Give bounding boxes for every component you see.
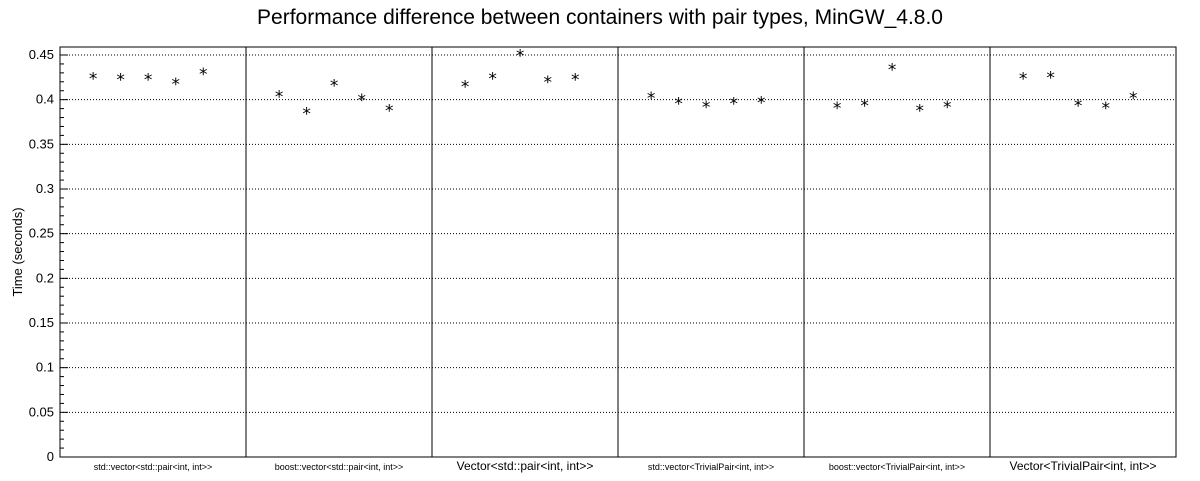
minor-ticks xyxy=(60,54,68,458)
y-tick-label: 0.2 xyxy=(36,270,54,285)
y-tick-label: 0.1 xyxy=(36,360,54,375)
data-point: * xyxy=(144,70,153,90)
data-point: * xyxy=(488,70,497,90)
y-tick-label: 0.35 xyxy=(29,136,54,151)
data-point: * xyxy=(385,102,394,122)
data-point: * xyxy=(888,61,897,81)
y-tick-label: 0.15 xyxy=(29,315,54,330)
data-point: * xyxy=(1129,89,1138,109)
data-points: * * * * * * * * * * * * * * * * * * * * * * * * * * * * * * xyxy=(89,46,1138,124)
y-tick-label: 0.25 xyxy=(29,226,54,241)
y-axis-label: Time (seconds) xyxy=(10,207,25,296)
data-point: * xyxy=(943,98,952,118)
data-point: * xyxy=(833,99,842,119)
data-point: * xyxy=(915,102,924,122)
y-tick-labels: 0 0.05 0.1 0.15 0.2 0.25 0.3 0.35 0.4 0.45 xyxy=(29,47,54,464)
data-point: * xyxy=(330,77,339,97)
data-point: * xyxy=(571,70,580,90)
data-point: * xyxy=(461,78,470,98)
y-tick-label: 0 xyxy=(47,449,54,464)
data-point: * xyxy=(89,70,98,90)
category-label: Vector<TrivialPair<int, int>> xyxy=(1010,459,1157,473)
category-dividers xyxy=(245,47,991,457)
data-point: * xyxy=(199,65,208,85)
data-point: * xyxy=(543,73,552,93)
data-point: * xyxy=(302,104,311,124)
data-point: * xyxy=(729,95,738,115)
y-tick-label: 0.05 xyxy=(29,404,54,419)
data-point: * xyxy=(171,75,180,95)
data-point: * xyxy=(647,89,656,109)
data-point: * xyxy=(860,96,869,116)
chart-title: Performance difference between container… xyxy=(257,6,943,29)
data-point: * xyxy=(275,87,284,107)
data-point: * xyxy=(1046,69,1055,89)
data-point: * xyxy=(1101,99,1110,119)
data-point: * xyxy=(757,94,766,114)
category-label: Vector<std::pair<int, int>> xyxy=(457,459,594,473)
data-point: * xyxy=(674,95,683,115)
data-point: * xyxy=(702,98,711,118)
category-label: std::vector<TrivialPair<int, int>> xyxy=(648,462,774,472)
data-point: * xyxy=(1074,96,1083,116)
data-point: * xyxy=(116,70,125,90)
data-point: * xyxy=(1019,70,1028,90)
data-point: * xyxy=(357,91,366,111)
y-tick-label: 0.45 xyxy=(29,47,54,62)
plot-frame xyxy=(59,46,1177,458)
y-tick-label: 0.4 xyxy=(36,92,54,107)
category-label: std::vector<std::pair<int, int>> xyxy=(94,462,213,472)
data-point: * xyxy=(516,46,525,66)
category-labels: std::vector<std::pair<int, int>> boost::v… xyxy=(94,459,1157,473)
category-label: boost::vector<TrivialPair<int, int>> xyxy=(829,462,965,472)
y-tick-label: 0.3 xyxy=(36,181,54,196)
category-label: boost::vector<std::pair<int, int>> xyxy=(275,462,404,472)
